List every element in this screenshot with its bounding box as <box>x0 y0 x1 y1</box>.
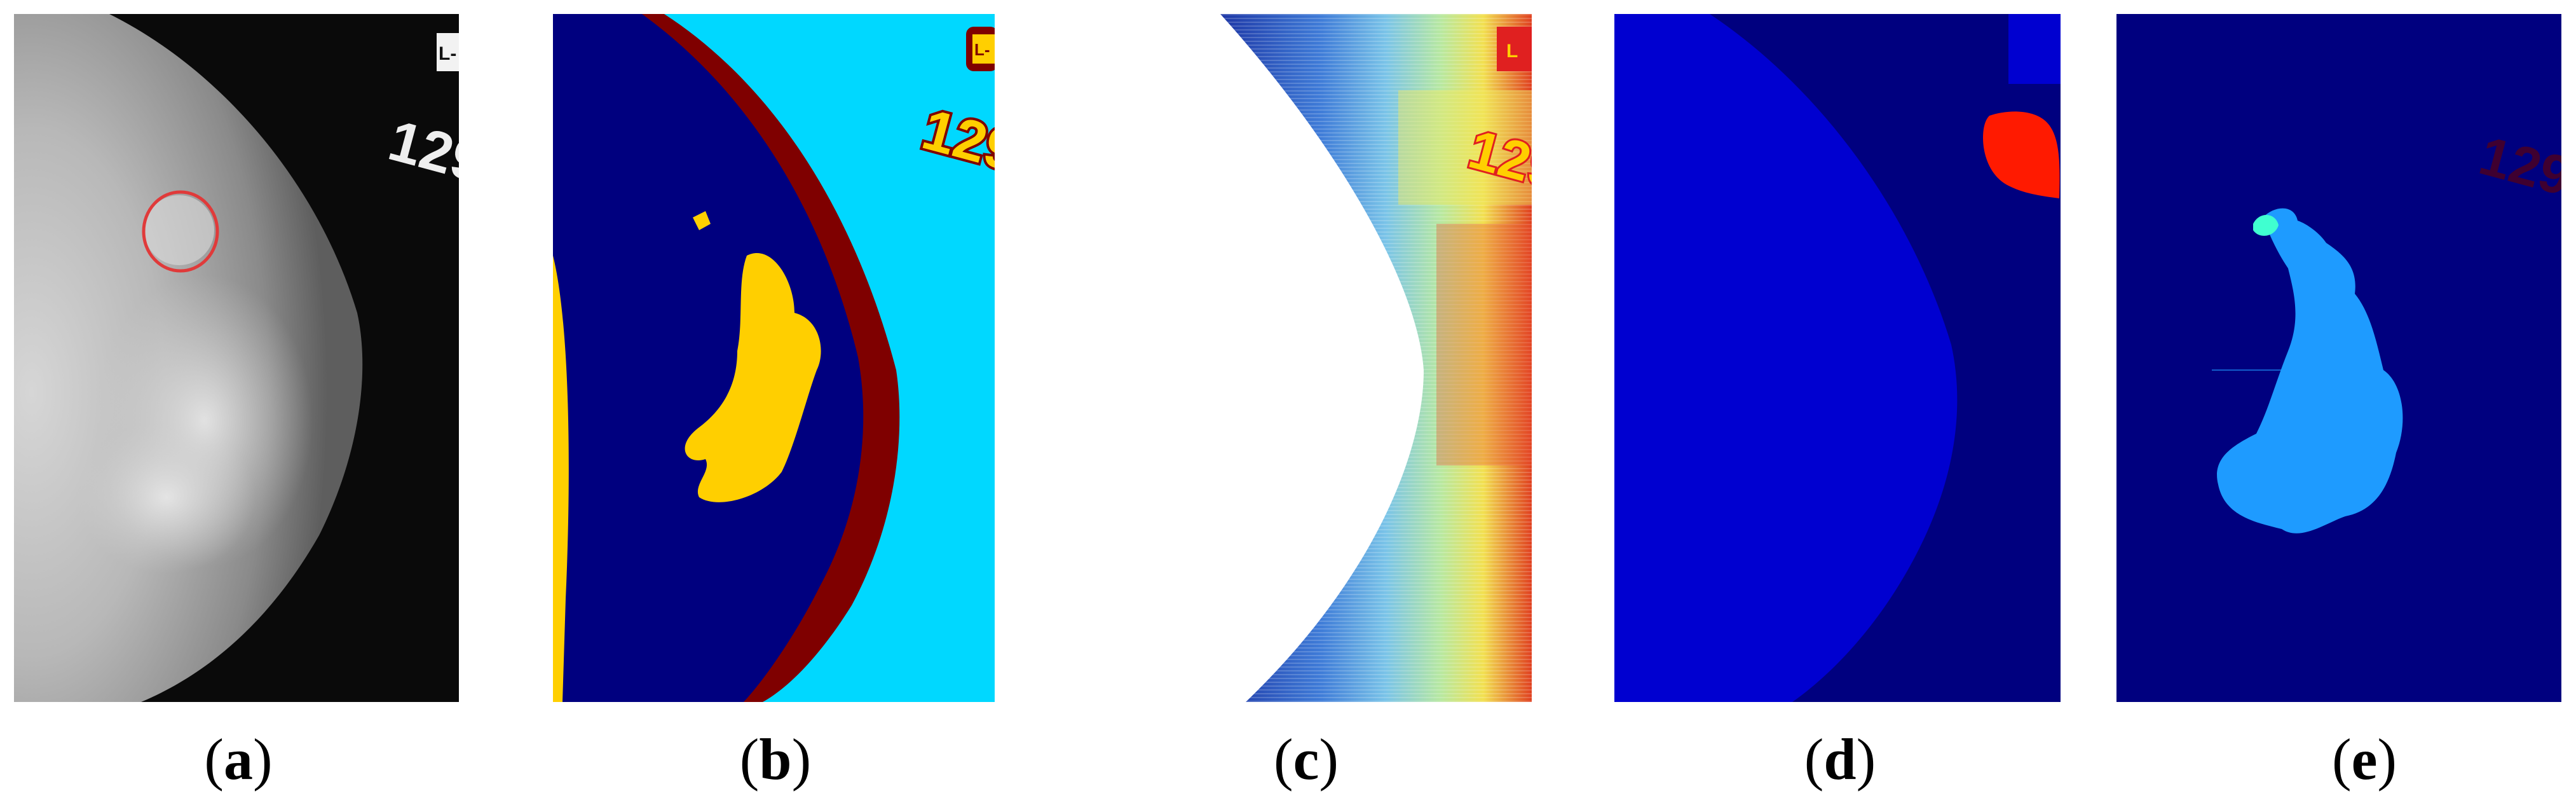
caption-c: (c) <box>1273 727 1339 792</box>
panel-d-region-mask <box>1614 14 2061 702</box>
caption-d: (d) <box>1804 727 1876 792</box>
panel-b-segmentation: L- 129 <box>553 14 995 702</box>
caption-b: (b) <box>739 727 812 792</box>
caption-a: (a) <box>204 727 273 792</box>
panel-a-mammogram: L- 129 <box>14 14 459 702</box>
panel-e-detection: 129 <box>2116 14 2561 702</box>
caption-e: (e) <box>2331 727 2397 792</box>
marker-label: L <box>1506 41 1518 62</box>
panel-c-texture-map: L 129 <box>1208 14 1532 702</box>
lesion-outline <box>142 190 219 273</box>
marker-label: L- <box>439 43 456 64</box>
marker-label: L- <box>974 40 990 59</box>
